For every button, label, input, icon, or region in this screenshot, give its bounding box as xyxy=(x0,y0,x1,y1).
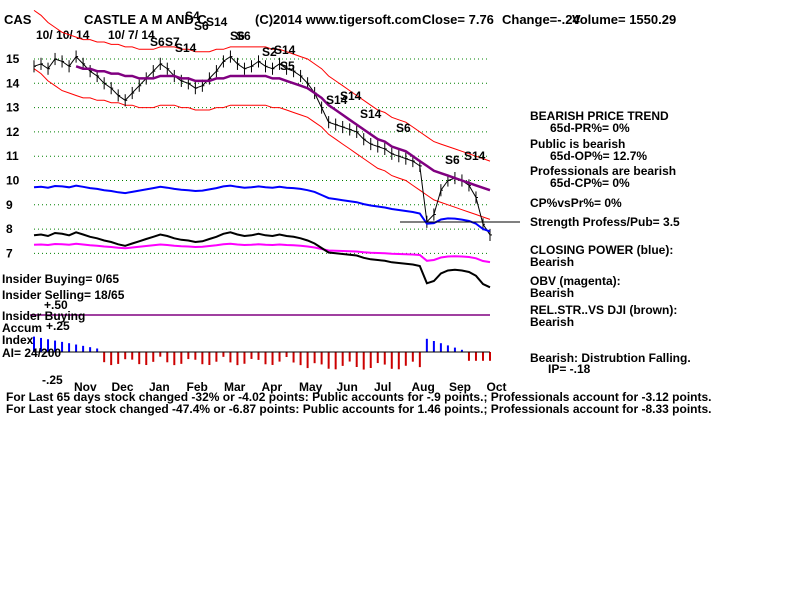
pr-label: 65d-PR%= 0% xyxy=(550,121,630,135)
signal-label: S14 xyxy=(464,149,486,163)
price-line xyxy=(33,55,491,236)
price-tick-label: 11 xyxy=(6,149,19,163)
upper-band xyxy=(33,9,491,162)
price-tick-label: 14 xyxy=(6,76,20,90)
month-label: Aug xyxy=(412,380,435,394)
price-tick-label: 9 xyxy=(6,198,13,212)
signal-label: S6 xyxy=(150,35,165,49)
distribution-label: Bearish: Distrubtion Falling. xyxy=(530,351,691,365)
obv-label: OBV (magenta): xyxy=(530,274,621,288)
footer-line-1: For Last 65 days stock changed -32% or -… xyxy=(6,390,712,404)
signal-label: S6 xyxy=(194,19,209,33)
signal-label: S6 xyxy=(230,29,245,43)
closing-power-value: Bearish xyxy=(530,255,574,269)
symbol-label: CAS xyxy=(4,12,32,27)
strength-label: Strength Profess/Pub= 3.5 xyxy=(530,215,680,229)
relstr-value: Bearish xyxy=(530,315,574,329)
price-tick-label: 15 xyxy=(6,52,20,66)
obv-line xyxy=(33,242,491,264)
month-label: Nov xyxy=(74,380,97,394)
signal-label: S6 xyxy=(445,153,460,167)
price-tick-label: 12 xyxy=(6,125,20,139)
month-label: Dec xyxy=(112,380,134,394)
minus25-label: -.25 xyxy=(42,373,63,387)
price-bands xyxy=(33,9,491,220)
relstr-label: REL.STR..VS DJI (brown): xyxy=(530,303,677,317)
volume-label: Volume= 1550.29 xyxy=(572,12,676,27)
signal-label: S14 xyxy=(274,43,296,57)
accum-label: Accum xyxy=(2,321,42,335)
closing-power-line xyxy=(33,184,491,233)
month-axis: Nov Dec Jan Feb Mar Apr May Jun Jul Aug Sep Oct xyxy=(74,380,507,394)
public-label: Public is bearish xyxy=(530,137,625,151)
price-bars xyxy=(33,50,492,242)
close-label: Close= 7.76 xyxy=(422,12,494,27)
cpvspr-label: CP%vsPr%= 0% xyxy=(530,196,622,210)
price-tick-label: 8 xyxy=(6,222,13,236)
indicator-lines xyxy=(33,184,491,289)
date-label: 10/ 10/ 14 xyxy=(36,28,90,42)
copyright-label: (C)2014 www.tigersoft.com xyxy=(255,12,421,27)
month-label: Feb xyxy=(187,380,208,394)
company-name: CASTLE A M AND C xyxy=(84,12,207,27)
plus50-label: +.50 xyxy=(44,298,68,312)
month-label: Jan xyxy=(149,380,170,394)
lower-band xyxy=(33,68,491,220)
month-label: Oct xyxy=(487,380,507,394)
trend-title: BEARISH PRICE TREND xyxy=(530,109,669,123)
moving-average xyxy=(75,65,491,192)
month-label: Sep xyxy=(449,380,471,394)
obv-value: Bearish xyxy=(530,286,574,300)
accumulation-index xyxy=(33,336,491,370)
signal-label: S6 xyxy=(396,121,411,135)
signal-label: S14 xyxy=(360,107,382,121)
cp-label: 65d-CP%= 0% xyxy=(550,176,630,190)
signal-label: S14 xyxy=(326,93,348,107)
month-label: Apr xyxy=(262,380,283,394)
op-label: 65d-OP%= 12.7% xyxy=(550,149,647,163)
month-label: May xyxy=(299,380,323,394)
professionals-label: Professionals are bearish xyxy=(530,164,676,178)
footer-line-2: For Last year stock changed -47.4% or -6… xyxy=(6,402,712,416)
signal-label: S14 xyxy=(206,15,228,29)
signal-label: S2 xyxy=(262,45,277,59)
ip-label: IP= -.18 xyxy=(548,362,591,376)
month-label: Jun xyxy=(337,380,358,394)
change-label: Change=-.24 xyxy=(502,12,580,27)
insider-selling-label: Insider Selling= 18/65 xyxy=(2,288,125,302)
signal-label: S4 xyxy=(185,9,200,23)
date-label-2: 10/ 7/ 14 xyxy=(108,28,155,42)
signal-label: S6 xyxy=(236,29,251,43)
price-tick-label: 10 xyxy=(6,174,20,188)
price-tick-label: 13 xyxy=(6,101,20,115)
price-gridlines xyxy=(34,58,490,254)
month-label: Jul xyxy=(374,380,391,394)
signal-label: S14 xyxy=(175,41,197,55)
insider-buying-label-2: Insider Buying xyxy=(2,309,85,323)
price-axis: 15 14 13 12 11 10 9 8 7 xyxy=(6,52,20,260)
signal-label: S5 xyxy=(280,59,295,73)
insider-buying-label: Insider Buying= 0/65 xyxy=(2,272,119,286)
price-tick-label: 7 xyxy=(6,246,13,260)
relstr-line xyxy=(33,231,491,289)
closing-power-label: CLOSING POWER (blue): xyxy=(530,243,673,257)
month-label: Mar xyxy=(224,380,246,394)
plus25-label: +.25 xyxy=(46,319,70,333)
index-label: Index xyxy=(2,333,34,347)
signal-label: S14 xyxy=(340,89,362,103)
signal-label: S7 xyxy=(165,35,180,49)
ai-label: AI= 24/200 xyxy=(2,346,61,360)
moving-average-line xyxy=(75,65,491,192)
